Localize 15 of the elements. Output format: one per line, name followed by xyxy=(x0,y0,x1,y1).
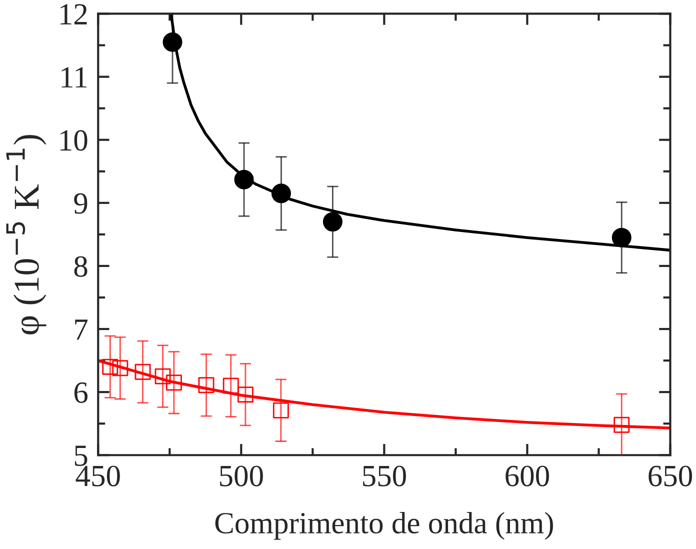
y-tick-label: 9 xyxy=(74,193,88,214)
x-axis-title: Comprimento de onda (nm) xyxy=(215,512,553,540)
y-tick-label: 12 xyxy=(60,4,87,24)
y-tick-label: 6 xyxy=(74,382,88,403)
x-tick-label: 600 xyxy=(506,466,549,486)
y-tick-label: 10 xyxy=(60,130,88,151)
x-tick-label: 650 xyxy=(648,466,692,486)
y-axis-title: φ (10$^{−5}$ K$^{−1}$) xyxy=(6,134,46,334)
y-tick-label: 8 xyxy=(74,256,88,277)
y-tick-label: 7 xyxy=(75,320,88,340)
y-tick-label: 5 xyxy=(74,446,88,466)
x-tick-label: 450 xyxy=(76,466,120,486)
x-tick-label: 500 xyxy=(220,466,263,486)
y-tick-label: 11 xyxy=(62,67,87,88)
x-tick-label: 550 xyxy=(363,466,406,486)
